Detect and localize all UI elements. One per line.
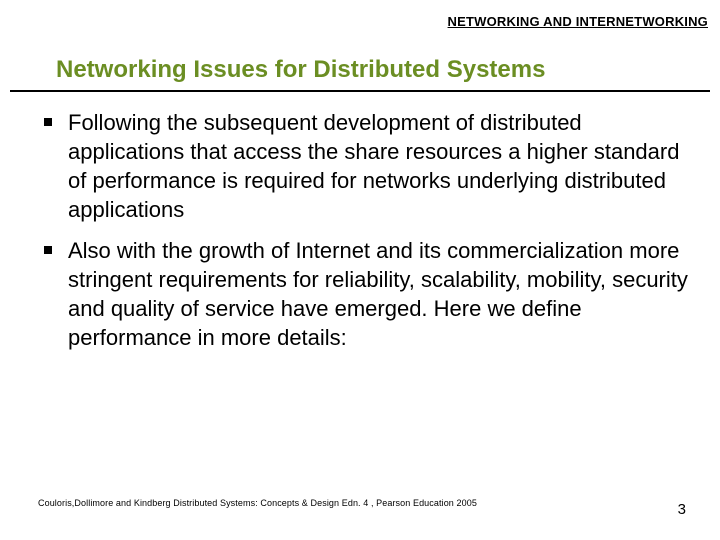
title-underline [10, 90, 710, 92]
footer-citation: Couloris,Dollimore and Kindberg Distribu… [38, 498, 477, 508]
bullet-list: Following the subsequent development of … [38, 108, 690, 364]
chapter-header: NETWORKING AND INTERNETWORKING [448, 14, 708, 29]
list-item: Also with the growth of Internet and its… [38, 236, 690, 352]
page-number: 3 [678, 501, 686, 518]
list-item: Following the subsequent development of … [38, 108, 690, 224]
slide-title: Networking Issues for Distributed System… [56, 56, 545, 84]
